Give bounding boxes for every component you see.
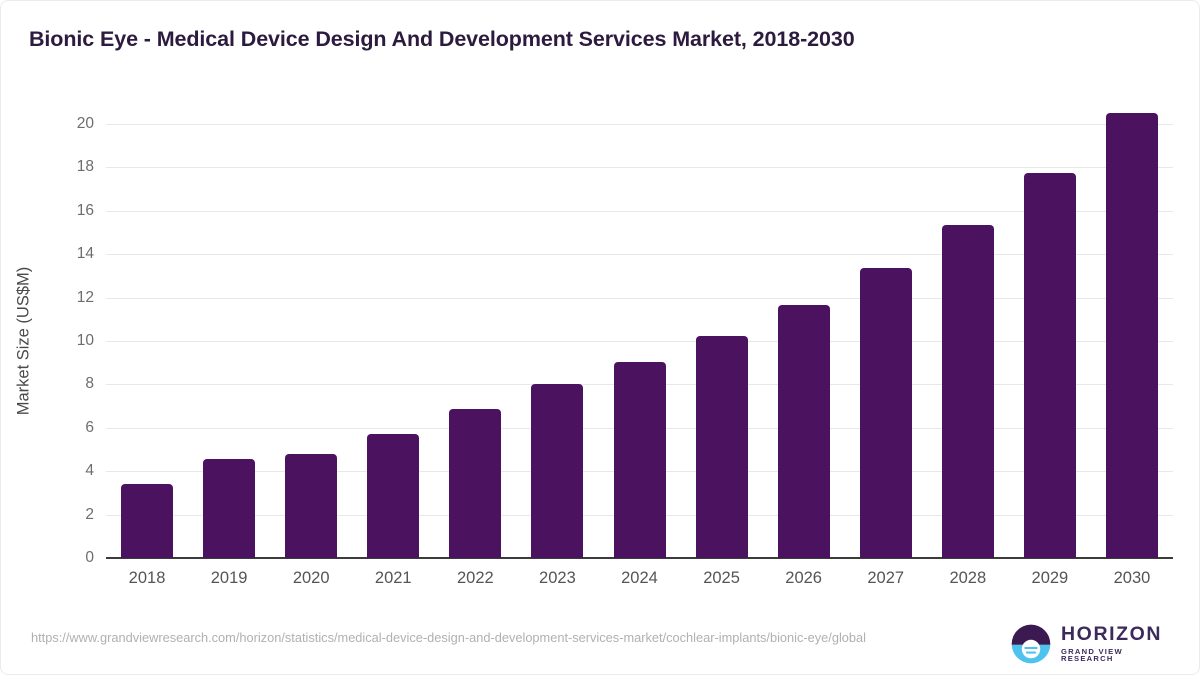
gridline bbox=[106, 341, 1173, 342]
x-tick-label: 2021 bbox=[374, 569, 412, 587]
x-tick-label: 2025 bbox=[703, 569, 740, 587]
gridline bbox=[106, 297, 1173, 299]
gridline bbox=[106, 124, 1173, 125]
x-tick-label: 2028 bbox=[949, 569, 987, 587]
horizon-logo: HORIZON GRAND VIEW RESEARCH bbox=[1010, 621, 1170, 667]
x-axis-line bbox=[106, 557, 1173, 559]
bar[interactable] bbox=[203, 459, 256, 558]
bar[interactable] bbox=[449, 409, 502, 558]
chart-title: Bionic Eye - Medical Device Design And D… bbox=[29, 27, 855, 51]
horizon-sunrise-icon bbox=[1011, 624, 1051, 664]
x-tick-label: 2026 bbox=[785, 569, 822, 587]
gridline bbox=[106, 254, 1173, 256]
y-tick-label: 6 bbox=[85, 418, 94, 436]
y-tick-label: 10 bbox=[76, 332, 94, 349]
x-tick-label: 2030 bbox=[1113, 569, 1151, 587]
bar[interactable] bbox=[859, 268, 912, 558]
y-tick-label: 16 bbox=[76, 201, 94, 219]
bar-series bbox=[106, 113, 1173, 558]
y-tick-label: 12 bbox=[76, 288, 94, 306]
bar[interactable] bbox=[941, 224, 994, 558]
x-tick-label: 2029 bbox=[1031, 569, 1069, 587]
y-tick-label: 8 bbox=[85, 375, 94, 393]
y-tick-label: 4 bbox=[85, 462, 94, 480]
x-tick-label: 2024 bbox=[621, 569, 658, 587]
y-tick-label: 18 bbox=[76, 158, 94, 176]
x-tick-label: 2018 bbox=[128, 569, 166, 587]
y-tick-label: 14 bbox=[76, 245, 94, 263]
y-tick-label: 20 bbox=[76, 115, 94, 132]
logo-wordmark: HORIZON bbox=[1061, 623, 1163, 646]
y-axis-label: Market Size (US$M) bbox=[14, 266, 33, 416]
gridline bbox=[106, 167, 1173, 169]
bar[interactable] bbox=[367, 434, 420, 558]
bar[interactable] bbox=[1023, 172, 1076, 558]
bar[interactable] bbox=[695, 335, 748, 558]
y-tick-label: 0 bbox=[85, 549, 94, 566]
x-tick-label: 2027 bbox=[867, 569, 905, 587]
x-tick-label: 2022 bbox=[456, 569, 494, 587]
x-tick-label: 2020 bbox=[292, 569, 330, 587]
bar[interactable] bbox=[1105, 113, 1158, 558]
logo-tagline: GRAND VIEW RESEARCH bbox=[1061, 646, 1123, 664]
bar[interactable] bbox=[777, 305, 830, 558]
bar[interactable] bbox=[121, 484, 174, 558]
bar[interactable] bbox=[285, 453, 338, 558]
source-url[interactable]: https://www.grandviewresearch.com/horizo… bbox=[31, 630, 866, 645]
x-tick-label: 2019 bbox=[210, 569, 248, 587]
bar[interactable] bbox=[531, 384, 584, 558]
y-tick-label: 2 bbox=[85, 505, 94, 523]
gridline bbox=[106, 210, 1173, 212]
bar[interactable] bbox=[613, 361, 666, 558]
logo-text: HORIZON GRAND VIEW RESEARCH bbox=[1061, 625, 1170, 663]
x-tick-label: 2023 bbox=[539, 569, 576, 587]
